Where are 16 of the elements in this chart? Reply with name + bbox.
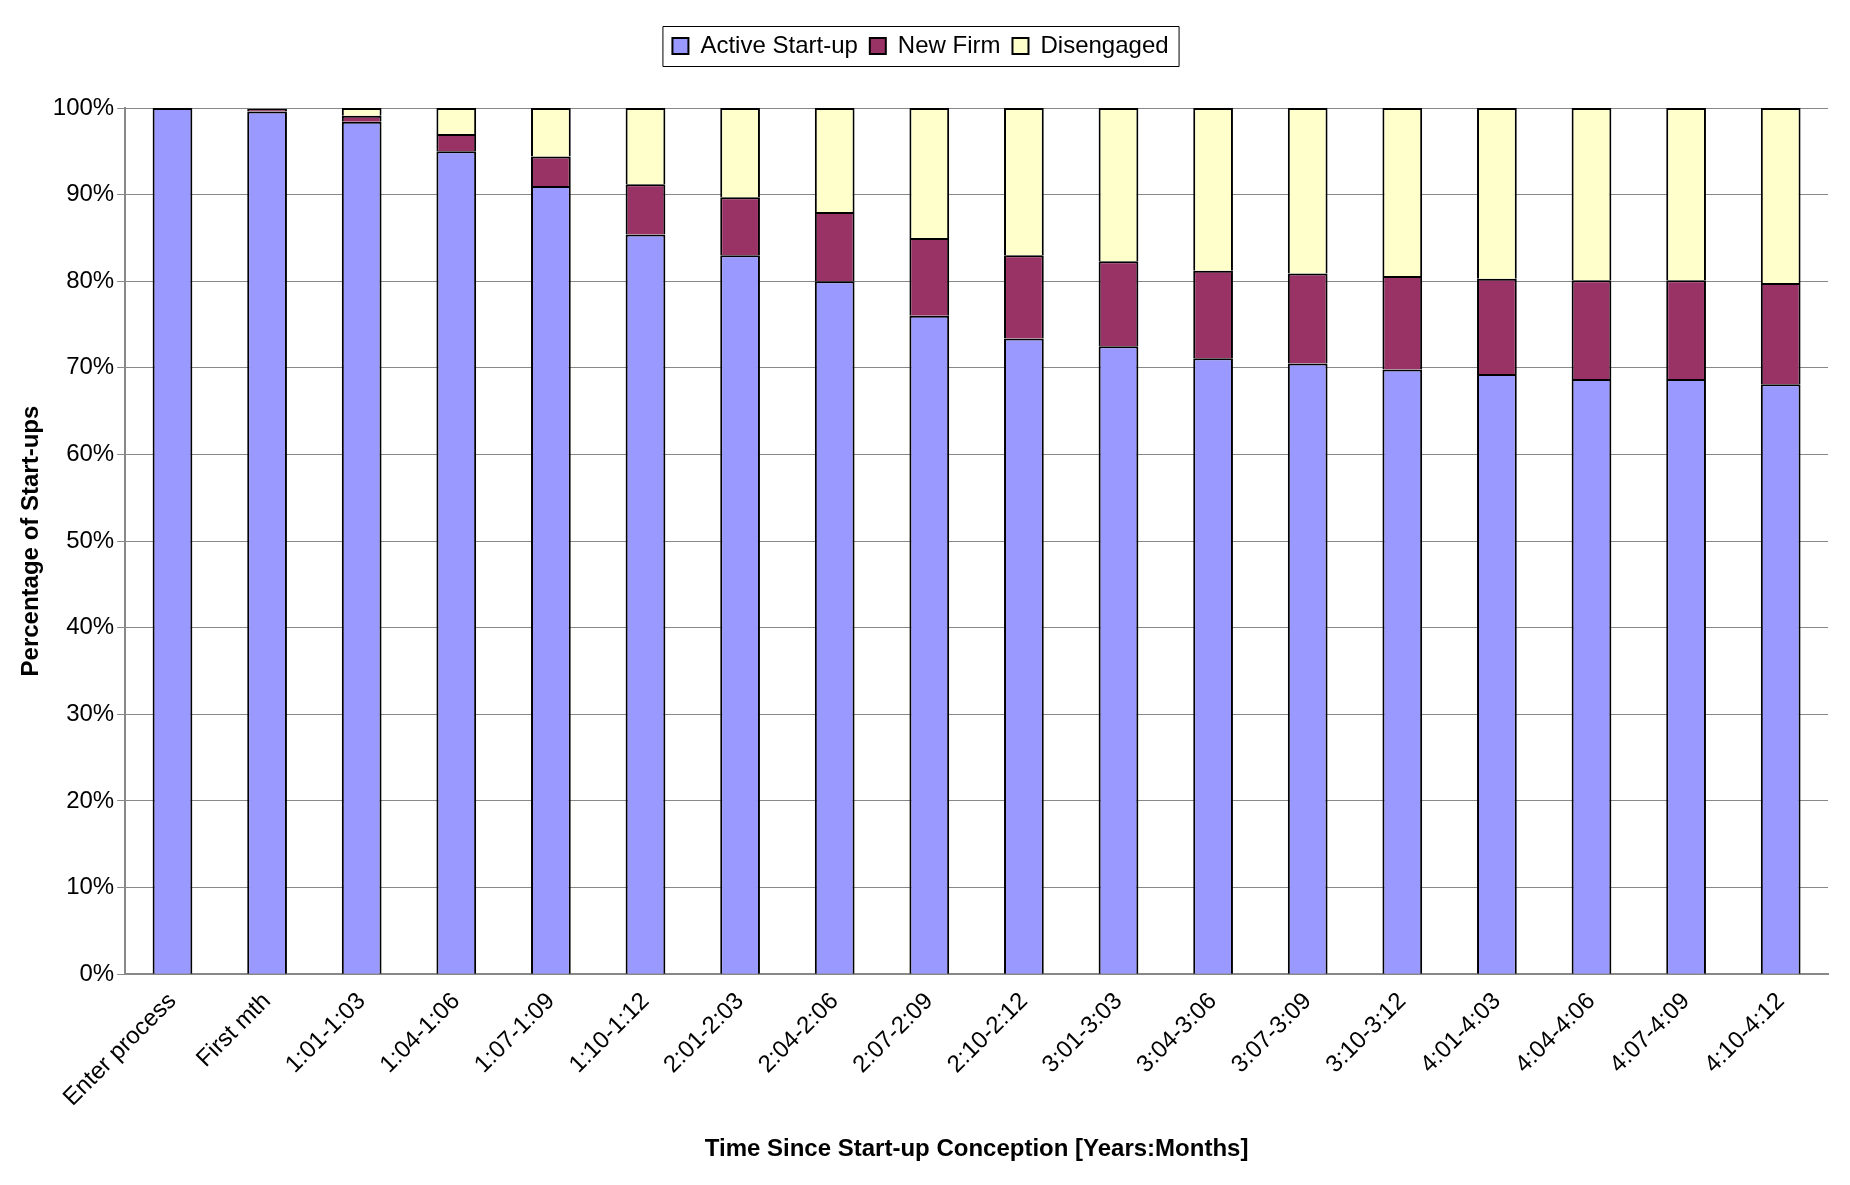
y-tick-label: 10% [66, 872, 115, 900]
y-tick-label: 40% [66, 612, 115, 640]
y-tick-label: 90% [66, 179, 115, 207]
legend-label: Active Start-up [700, 30, 858, 58]
y-tick-label: 30% [66, 698, 115, 726]
y-tick-label: 60% [66, 439, 115, 467]
y-tick-label: 50% [66, 525, 115, 553]
y-tick-label: 20% [66, 785, 115, 813]
y-tick-label: 70% [66, 352, 115, 380]
y-tick-label: 0% [79, 958, 115, 986]
y-axis-title: Percentage of Start-ups [16, 405, 44, 677]
legend-label: New Firm [897, 30, 1001, 58]
y-tick-label: 80% [66, 265, 115, 293]
y-tick-label: 100% [52, 92, 115, 120]
legend-label: Disengaged [1040, 30, 1169, 58]
x-axis-title: Time Since Start-up Conception [Years:Months] [704, 1134, 1249, 1162]
